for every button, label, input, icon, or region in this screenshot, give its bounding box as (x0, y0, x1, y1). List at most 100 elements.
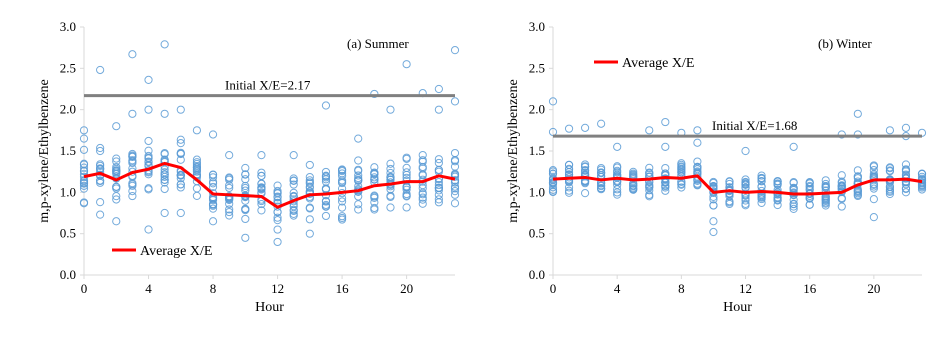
scatter-point (176, 139, 185, 148)
scatter-point (241, 205, 250, 214)
x-tick-label: 16 (336, 281, 350, 296)
scatter-point (112, 217, 121, 226)
scatter-point (853, 191, 862, 201)
scatter-point (386, 168, 395, 178)
scatter-point (757, 193, 766, 202)
scatter-point (773, 179, 782, 189)
scatter-point (337, 194, 347, 203)
scatter-point (289, 205, 298, 214)
scatter-point (208, 204, 218, 213)
scatter-point (629, 184, 638, 193)
scatter-point (289, 202, 298, 211)
scatter-point (128, 187, 137, 196)
scatter-point (241, 181, 250, 191)
scatter-point (450, 46, 460, 55)
average-xe-line (83, 161, 456, 209)
scatter-point (402, 191, 411, 200)
summer-chart-panel: 0.0 0.5 1.0 1.5 2.0 2.5 3.0 0 4 8 12 16 20 Hour m,p-xy… (7, 10, 463, 332)
scatter-point (645, 180, 654, 189)
scatter-point (273, 225, 282, 234)
y-tick-label: 0.0 (529, 267, 545, 282)
scatter-point (386, 203, 395, 212)
scatter-point (629, 167, 638, 176)
scatter-point (79, 163, 89, 172)
scatter-point (789, 184, 798, 193)
scatter-point (176, 180, 185, 189)
scatter-point (160, 208, 169, 218)
scatter-point (273, 186, 282, 196)
scatter-point (160, 172, 169, 181)
scatter-point (741, 177, 750, 187)
y-axis-label: m,p-xylene/Ethylbenzene (37, 79, 52, 222)
scatter-point (901, 188, 911, 197)
scatter-point (305, 215, 314, 224)
scatter-point (176, 155, 185, 164)
scatter-point (837, 171, 846, 180)
scatter-point (434, 105, 443, 114)
scatter-point (450, 176, 460, 185)
scatter-point (208, 182, 218, 192)
scatter-point (370, 163, 379, 172)
scatter-point (757, 198, 766, 207)
scatter-point (853, 174, 862, 183)
scatter-point (450, 187, 460, 196)
scatter-point (402, 170, 411, 180)
scatter-point (192, 155, 202, 164)
scatter-point (837, 130, 846, 139)
scatter-point (725, 192, 734, 201)
scatter-point (225, 211, 234, 220)
scatter-point (176, 135, 185, 144)
scatter-point (144, 157, 153, 166)
scatter-point (917, 169, 927, 178)
scatter-point (144, 146, 153, 155)
scatter-point (305, 160, 314, 170)
scatter-point (613, 166, 622, 175)
scatter-point (885, 186, 895, 195)
winter-chart-panel: 0.0 0.5 1.0 1.5 2.0 2.5 3.0 0 4 8 12 16 20 Hour m,p-xy… (476, 10, 932, 332)
scatter-point (160, 178, 169, 187)
scatter-point (305, 172, 314, 182)
scatter-point (869, 195, 878, 204)
scatter-point (128, 191, 137, 201)
scatter-point (257, 199, 266, 209)
scatter-point (418, 190, 427, 199)
scatter-point (192, 184, 202, 193)
scatter-point (613, 163, 622, 172)
scatter-point (837, 182, 846, 191)
scatter-point (917, 182, 927, 191)
scatter-point (418, 195, 427, 204)
scatter-point (885, 126, 895, 135)
scatter-point (434, 158, 443, 168)
scatter-point (321, 202, 331, 211)
scatter-point (208, 173, 218, 182)
scatter-point (418, 150, 427, 160)
scatter-point (112, 122, 121, 131)
scatter-point (821, 181, 830, 191)
scatter-point (112, 192, 121, 201)
scatter-point (677, 180, 686, 189)
scatter-point (225, 151, 234, 160)
scatter-point (225, 183, 234, 193)
scatter-point (741, 175, 750, 184)
scatter-point (241, 196, 250, 205)
scatter-point (564, 165, 574, 174)
scatter-point (661, 183, 670, 192)
scatter-point (613, 172, 622, 181)
x-tick-label: 8 (678, 281, 685, 296)
y-tick-label: 3.0 (60, 19, 76, 34)
scatter-point (434, 198, 443, 207)
scatter-point (289, 176, 298, 185)
scatter-point (741, 180, 750, 189)
scatter-point (321, 171, 331, 180)
scatter-point (370, 205, 379, 214)
scatter-point (693, 179, 702, 188)
y-tick-label: 1.5 (529, 143, 545, 158)
scatter-point (96, 146, 105, 156)
scatter-point (144, 136, 153, 146)
scatter-point (548, 183, 558, 192)
scatter-point (418, 157, 427, 166)
scatter-point (661, 181, 670, 190)
scatter-point (160, 40, 169, 49)
y-tick-label: 2.0 (60, 102, 76, 117)
scatter-point (645, 126, 654, 135)
